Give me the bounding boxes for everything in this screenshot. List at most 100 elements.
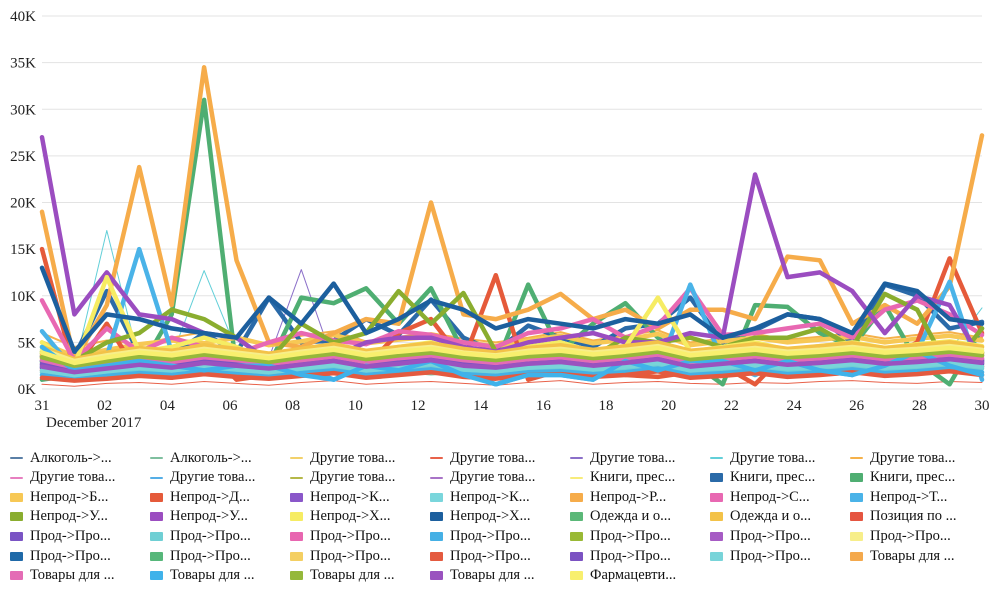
legend-swatch — [290, 512, 303, 522]
legend-swatch — [290, 457, 303, 459]
legend-item[interactable]: Другие това... — [150, 468, 255, 488]
legend-item[interactable]: Товары для ... — [150, 566, 255, 586]
legend-item[interactable]: Книги, прес... — [850, 468, 955, 488]
legend-item[interactable]: Другие това... — [290, 448, 395, 468]
y-tick-label: 25K — [10, 149, 36, 165]
series-line — [39, 265, 985, 354]
legend-item[interactable]: Другие това... — [290, 468, 395, 488]
legend-item[interactable]: Непрод->Д... — [150, 487, 250, 507]
legend-swatch — [150, 531, 163, 541]
legend-item[interactable]: Непрод->Р... — [570, 487, 666, 507]
x-tick-label: 18 — [599, 398, 614, 414]
legend-label: Прод->Про... — [310, 547, 391, 564]
legend-item[interactable]: Непрод->У... — [150, 507, 248, 527]
legend-label: Другие това... — [310, 449, 396, 466]
legend-item[interactable]: Книги, прес... — [570, 468, 675, 488]
legend-swatch — [710, 531, 723, 541]
legend-label: Прод->Про... — [30, 527, 111, 544]
legend-item[interactable]: Товары для ... — [10, 566, 115, 586]
legend-label: Позиция по ... — [870, 508, 957, 525]
legend-item[interactable]: Прод->Про... — [150, 546, 251, 566]
legend-item[interactable]: Непрод->Х... — [290, 507, 390, 527]
legend-item[interactable]: Непрод->Б... — [10, 487, 108, 507]
series-line — [41, 380, 983, 387]
legend-item[interactable]: Непрод->У... — [10, 507, 108, 527]
legend-item[interactable]: Книги, прес... — [710, 468, 815, 488]
legend-label: Фармацевти... — [590, 567, 677, 584]
legend-item[interactable]: Одежда и о... — [570, 507, 671, 527]
series-line — [39, 360, 985, 378]
legend-item[interactable]: Товары для ... — [430, 566, 535, 586]
x-axis-subtitle: December 2017 — [46, 415, 142, 431]
legend-item[interactable]: Прод->Про... — [570, 526, 671, 546]
series-line — [39, 349, 985, 368]
legend-item[interactable]: Непрод->Т... — [850, 487, 947, 507]
x-tick-label: 31 — [35, 398, 50, 414]
legend-item[interactable]: Прод->Про... — [710, 526, 811, 546]
legend-label: Другие това... — [170, 469, 256, 486]
legend-item[interactable]: Прод->Про... — [10, 526, 111, 546]
x-axis-tick-labels: 31 02 04 06 08 10 12 14 16 18 20 22 24 26 28 30 — [35, 398, 990, 414]
legend-label: Прод->Про... — [170, 527, 251, 544]
legend-item[interactable]: Одежда и о... — [710, 507, 811, 527]
legend-swatch — [10, 531, 23, 541]
legend-label: Непрод->У... — [30, 508, 108, 525]
legend-item[interactable]: Прод->Про... — [150, 526, 251, 546]
legend-swatch — [430, 551, 443, 561]
legend-item[interactable]: Алкоголь->... — [150, 448, 252, 468]
legend: Алкоголь->... Алкоголь->... Другие това...… — [10, 448, 1000, 608]
x-tick-label: 08 — [285, 398, 300, 414]
legend-swatch — [430, 492, 443, 502]
y-tick-label: 5K — [18, 335, 37, 351]
legend-item[interactable]: Товары для ... — [850, 546, 955, 566]
legend-swatch — [710, 457, 723, 459]
legend-item[interactable]: Прод->Про... — [290, 546, 391, 566]
x-tick-label: 02 — [97, 398, 112, 414]
legend-item[interactable]: Прод->Про... — [430, 546, 531, 566]
x-tick-label: 06 — [223, 398, 239, 414]
legend-item[interactable]: Непрод->Х... — [430, 507, 530, 527]
legend-label: Непрод->Х... — [310, 508, 391, 525]
legend-label: Прод->Про... — [730, 547, 811, 564]
legend-label: Непрод->Т... — [870, 488, 948, 505]
legend-item[interactable]: Другие това... — [850, 448, 955, 468]
legend-item[interactable]: Прод->Про... — [570, 546, 671, 566]
legend-label: Прод->Про... — [730, 527, 811, 544]
legend-label: Товары для ... — [870, 547, 955, 564]
series-lines — [39, 65, 985, 387]
legend-item[interactable]: Алкоголь->... — [10, 448, 112, 468]
legend-item[interactable]: Прод->Про... — [710, 546, 811, 566]
legend-swatch — [570, 457, 583, 459]
legend-item[interactable]: Прод->Про... — [10, 546, 111, 566]
legend-swatch — [10, 571, 23, 581]
legend-item[interactable]: Прод->Про... — [430, 526, 531, 546]
legend-item[interactable]: Прод->Про... — [850, 526, 951, 546]
legend-swatch — [570, 571, 583, 581]
legend-label: Книги, прес... — [730, 469, 816, 486]
y-tick-label: 35K — [10, 56, 36, 72]
legend-item[interactable]: Позиция по ... — [850, 507, 957, 527]
legend-item[interactable]: Товары для ... — [290, 566, 395, 586]
legend-item[interactable]: Непрод->К... — [290, 487, 390, 507]
legend-item[interactable]: Другие това... — [570, 448, 675, 468]
series-line — [39, 352, 985, 370]
legend-item[interactable]: Другие това... — [710, 448, 815, 468]
legend-swatch — [290, 476, 303, 479]
legend-item[interactable]: Непрод->С... — [710, 487, 810, 507]
legend-label: Непрод->Д... — [170, 488, 250, 505]
legend-label: Другие това... — [450, 469, 536, 486]
legend-swatch — [10, 492, 23, 502]
y-tick-label: 20K — [10, 196, 36, 212]
legend-swatch — [710, 512, 723, 522]
x-tick-label: 04 — [160, 398, 176, 414]
legend-item[interactable]: Другие това... — [10, 468, 115, 488]
legend-item[interactable]: Прод->Про... — [290, 526, 391, 546]
legend-label: Алкоголь->... — [170, 449, 252, 466]
legend-label: Непрод->Х... — [450, 508, 531, 525]
legend-item[interactable]: Другие това... — [430, 468, 535, 488]
legend-item[interactable]: Другие това... — [430, 448, 535, 468]
legend-label: Другие това... — [30, 469, 116, 486]
legend-item[interactable]: Фармацевти... — [570, 566, 676, 586]
legend-label: Непрод->У... — [170, 508, 248, 525]
legend-item[interactable]: Непрод->К... — [430, 487, 530, 507]
